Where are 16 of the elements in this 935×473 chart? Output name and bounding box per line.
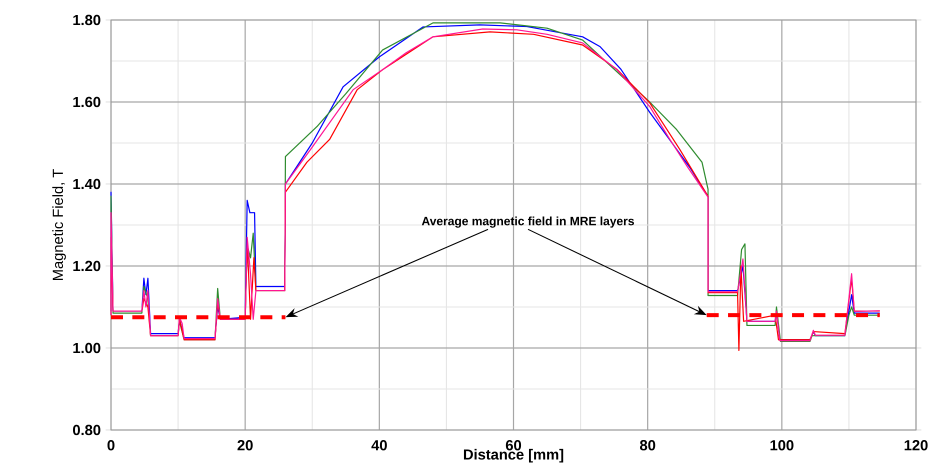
x-tick-label: 0 <box>108 440 114 450</box>
x-tick-label: 20 <box>238 440 253 450</box>
x-tick-label: 60 <box>506 440 522 450</box>
x-tick-label: 80 <box>640 440 656 450</box>
y-tick-label: 1.60 <box>73 96 100 108</box>
y-tick-label: 1.40 <box>73 178 100 190</box>
y-axis-title: Magnetic Field, T <box>52 169 66 280</box>
x-tick-label: 100 <box>770 440 794 450</box>
x-tick-label: 40 <box>371 440 387 450</box>
y-tick-label: 1.00 <box>73 342 100 354</box>
y-tick-label: 0.80 <box>73 424 100 436</box>
annotation: Average magnetic field in MRE layers <box>422 216 634 228</box>
x-tick-label: 120 <box>904 440 928 450</box>
y-tick-label: 1.80 <box>73 14 100 26</box>
y-tick-label: 1.20 <box>73 260 100 272</box>
x-axis-title: Distance [mm] <box>464 448 564 463</box>
